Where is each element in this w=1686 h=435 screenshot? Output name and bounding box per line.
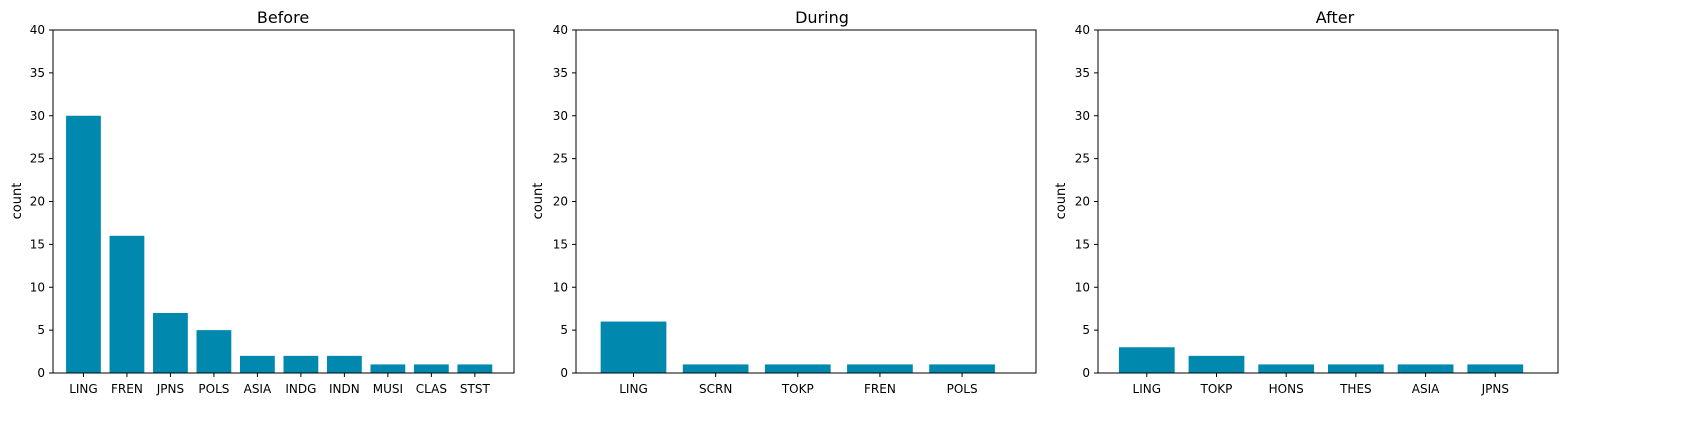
bar-scrn: [682, 364, 749, 373]
bar-asia: [240, 355, 275, 373]
chart-title: During: [795, 8, 849, 27]
bar-fren: [109, 235, 145, 373]
bar-jpns: [1467, 364, 1524, 373]
x-tick-label: HONS: [1269, 382, 1304, 396]
bar-indn: [326, 355, 362, 373]
y-tick-label: 35: [553, 66, 568, 80]
y-tick-label: 5: [560, 323, 568, 337]
tick-labels: 0 5 10 15 20 25 30 35 40 LING FREN JPNS POLS ASIA INDG…: [30, 23, 491, 396]
bars: [1118, 347, 1524, 373]
x-tick-label: FREN: [864, 382, 896, 396]
y-tick-label: 35: [30, 66, 45, 80]
plot-frame: [575, 29, 1037, 374]
y-tick-label: 0: [37, 366, 45, 380]
x-tick-label: ASIA: [244, 382, 272, 396]
x-tick-label: SCRN: [699, 382, 732, 396]
y-tick-label: 25: [1075, 152, 1090, 166]
bar-pols: [196, 330, 232, 373]
chart-panel-before: Before count 0 5 10 15 20 25 30 35 40 LING FREN JPN…: [10, 8, 515, 396]
x-tick-label: TOKP: [1200, 382, 1233, 396]
bar-tokp: [1188, 355, 1245, 373]
bars: [66, 115, 493, 373]
y-tick-label: 10: [30, 280, 45, 294]
bar-thes: [1328, 364, 1384, 373]
y-tick-label: 0: [1082, 366, 1090, 380]
y-tick-label: 40: [1075, 23, 1090, 37]
bar-jpns: [153, 312, 188, 373]
y-tick-label: 0: [560, 366, 568, 380]
y-tick-label: 20: [1075, 195, 1090, 209]
x-tick-label: JPNS: [156, 382, 184, 396]
bar-ling: [600, 321, 667, 373]
bar-fren: [847, 364, 913, 373]
bar-tokp: [764, 364, 831, 373]
bar-ling: [66, 115, 101, 373]
x-tick-label: ASIA: [1412, 382, 1440, 396]
y-tick-label: 25: [553, 152, 568, 166]
x-tick-label: INDG: [285, 382, 316, 396]
y-tick-label: 40: [30, 23, 45, 37]
bar-asia: [1397, 364, 1454, 373]
y-tick-label: 35: [1075, 66, 1090, 80]
y-tick-label: 20: [30, 195, 45, 209]
bar-indg: [283, 355, 319, 373]
y-tick-label: 40: [553, 23, 568, 37]
bars: [600, 321, 995, 373]
y-tick-label: 25: [30, 152, 45, 166]
x-tick-label: THES: [1339, 382, 1372, 396]
y-axis-label: count: [1054, 183, 1069, 220]
y-tick-label: 10: [553, 280, 568, 294]
x-tick-label: JPNS: [1481, 382, 1509, 396]
chart-panel-after: After count 0 5 10 15 20 25 30 35 40 LING TOKP HONS…: [1054, 8, 1559, 396]
y-tick-label: 15: [30, 237, 45, 251]
y-tick-label: 30: [553, 109, 568, 123]
y-axis-label: count: [531, 183, 546, 220]
y-axis-label: count: [10, 183, 25, 220]
y-tick-label: 10: [1075, 280, 1090, 294]
bar-ling: [1118, 347, 1175, 373]
x-tick-label: FREN: [111, 382, 143, 396]
x-tick-label: INDN: [329, 382, 360, 396]
x-tick-label: MUSI: [373, 382, 403, 396]
x-tick-label: CLAS: [416, 382, 447, 396]
x-tick-label: LING: [619, 382, 648, 396]
y-tick-label: 30: [1075, 109, 1090, 123]
x-tick-label: POLS: [947, 382, 978, 396]
y-tick-label: 20: [553, 195, 568, 209]
y-tick-label: 5: [37, 323, 45, 337]
bar-hons: [1258, 364, 1315, 373]
bar-musi: [370, 364, 406, 373]
y-tick-label: 15: [553, 237, 568, 251]
y-tick-label: 5: [1082, 323, 1090, 337]
chart-title: After: [1316, 8, 1355, 27]
bar-pols: [929, 364, 995, 373]
x-tick-label: LING: [69, 382, 98, 396]
x-tick-label: LING: [1133, 382, 1162, 396]
y-tick-label: 30: [30, 109, 45, 123]
x-tick-label: POLS: [198, 382, 229, 396]
x-tick-label: TOKP: [781, 382, 814, 396]
y-tick-label: 15: [1075, 237, 1090, 251]
tick-labels: 0 5 10 15 20 25 30 35 40 LING TOKP HONS THES ASIA JPNS: [1075, 23, 1509, 396]
plot-frame: [1097, 29, 1559, 374]
chart-title: Before: [257, 8, 309, 27]
bar-clas: [413, 364, 449, 373]
plot-frame: [52, 29, 515, 374]
x-tick-label: STST: [460, 382, 491, 396]
bar-stst: [457, 364, 493, 373]
chart-panel-during: During count 0 5 10 15 20 25 30 35 40 LING SCRN TOK…: [531, 8, 1037, 396]
tick-labels: 0 5 10 15 20 25 30 35 40 LING SCRN TOKP FREN POLS: [553, 23, 978, 396]
